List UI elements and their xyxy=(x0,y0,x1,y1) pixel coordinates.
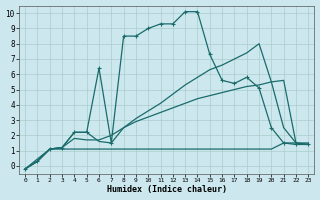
X-axis label: Humidex (Indice chaleur): Humidex (Indice chaleur) xyxy=(107,185,227,194)
